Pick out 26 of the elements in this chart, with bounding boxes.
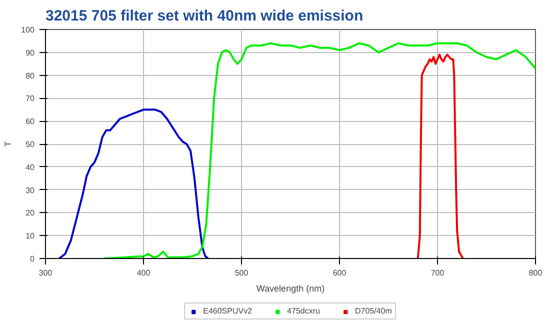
legend-label: 475dcxru (287, 306, 320, 316)
y-tick-label: 100 (21, 26, 36, 34)
x-tick-label: 300 (38, 268, 53, 278)
y-tick-label: 30 (26, 186, 36, 195)
y-tick-label: 20 (26, 208, 36, 218)
line-series (103, 42, 536, 258)
chart-title: 32015 705 filter set with 40nm wide emission (46, 8, 364, 24)
x-tick-label: 500 (234, 268, 249, 278)
y-tick-label: 60 (26, 117, 36, 126)
y-tick-label: 0 (30, 254, 36, 264)
x-tick-label: 400 (136, 268, 151, 278)
x-tick-label: 700 (430, 268, 445, 278)
legend-label: E460SPUVv2 (203, 306, 252, 316)
y-axis-title: T (3, 140, 14, 147)
y-tick-label: 40 (26, 162, 36, 172)
y-tick-label: 90 (26, 48, 36, 58)
legend-label: D705/40m (354, 306, 392, 316)
y-tick-label: 70 (26, 94, 36, 104)
line-series (58, 108, 210, 258)
x-tick-label: 800 (528, 268, 543, 278)
x-tick-label: 600 (332, 268, 347, 278)
y-tick-label: 10 (26, 232, 36, 241)
y-tick-label: 50 (26, 140, 36, 149)
y-tick-label: 80 (26, 71, 36, 80)
line-series (416, 54, 464, 258)
x-axis-title: Wavelength (nm) (256, 284, 325, 294)
